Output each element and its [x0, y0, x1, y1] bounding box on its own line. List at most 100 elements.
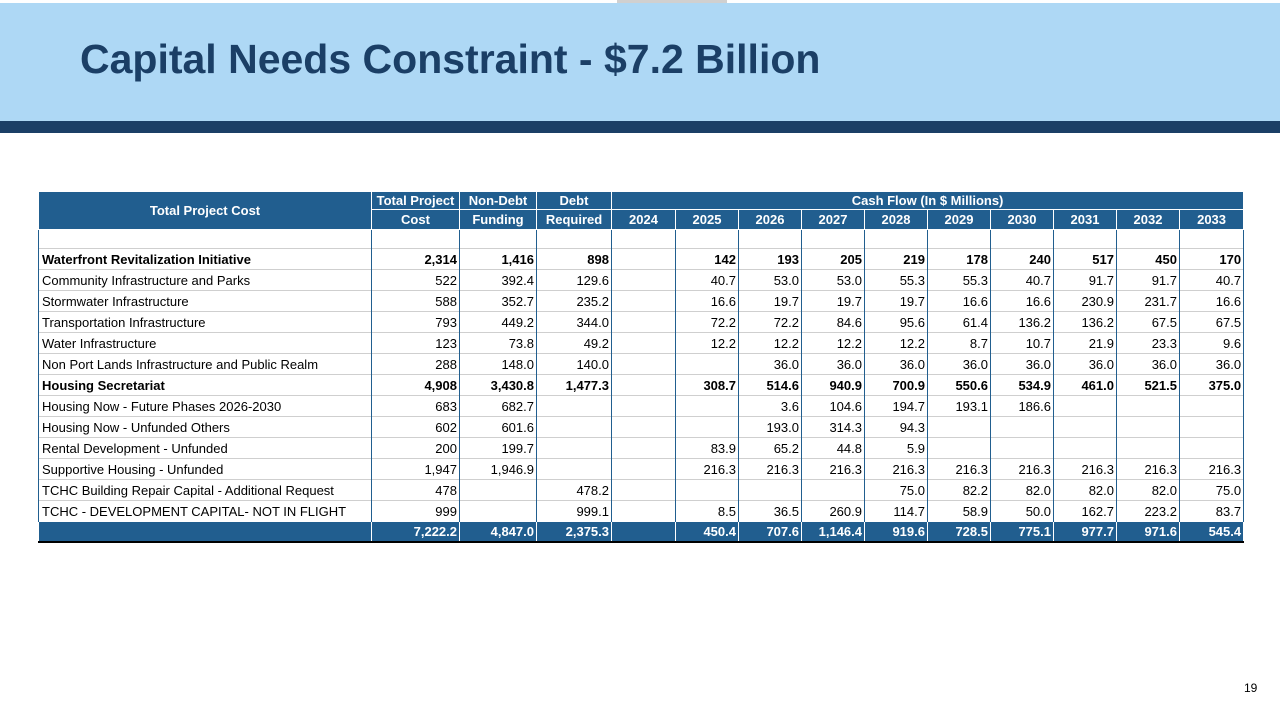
total-project-cost-cell: 588 — [371, 290, 460, 312]
cash-flow-cell-2026: 19.7 — [738, 290, 802, 312]
table-row: Rental Development - Unfunded 200 199.7 83.… — [38, 437, 1245, 459]
cash-flow-cell-2033: 36.0 — [1178, 353, 1245, 375]
debt-required-cell — [536, 437, 612, 459]
total-project-cost-cell: 683 — [371, 395, 460, 417]
top-tab-marker — [617, 0, 727, 3]
non-debt-funding-cell: 73.8 — [459, 332, 537, 354]
cash-flow-cell-2026: 53.0 — [738, 269, 802, 291]
non-debt-funding-cell: 1,416 — [459, 248, 537, 270]
table-row: Water Infrastructure 123 73.8 49.2 12.2 12.2 1… — [38, 332, 1245, 354]
cash-flow-cell-2024 — [611, 311, 676, 333]
cash-flow-cell-2028: 75.0 — [864, 479, 928, 501]
cash-flow-cell-2031 — [1053, 395, 1117, 417]
cash-flow-cell-2031: 216.3 — [1053, 458, 1117, 480]
total-project-cost-cell: 200 — [371, 437, 460, 459]
table-row: Stormwater Infrastructure 588 352.7 235.2 16… — [38, 290, 1245, 312]
project-name-cell: Non Port Lands Infrastructure and Public… — [38, 353, 372, 375]
cash-flow-cell-2029: 193.1 — [927, 395, 991, 417]
table-row: TCHC Building Repair Capital - Additiona… — [38, 479, 1245, 501]
header-year-2029: 2029 — [927, 209, 991, 230]
table-row: TCHC - DEVELOPMENT CAPITAL- NOT IN FLIGH… — [38, 500, 1245, 522]
non-debt-funding-cell: 3,430.8 — [459, 374, 537, 396]
cash-flow-cell-2032: 216.3 — [1116, 458, 1180, 480]
cash-flow-cell-2031 — [1053, 416, 1117, 438]
cash-flow-cell-2032: 67.5 — [1116, 311, 1180, 333]
header-year-2024: 2024 — [611, 209, 676, 230]
project-name-cell: Stormwater Infrastructure — [38, 290, 372, 312]
debt-required-cell: 1,477.3 — [536, 374, 612, 396]
cash-flow-cell-2024 — [611, 395, 676, 417]
slide-title: Capital Needs Constraint - $7.2 Billion — [80, 36, 821, 82]
cash-flow-cell-2024 — [611, 416, 676, 438]
cash-flow-cell-2025 — [675, 395, 739, 417]
debt-required-cell: 235.2 — [536, 290, 612, 312]
table-row: Non Port Lands Infrastructure and Public… — [38, 353, 1245, 375]
cash-flow-cell-2029: 36.0 — [927, 353, 991, 375]
cash-flow-cell-2024 — [611, 353, 676, 375]
cash-flow-cell-2029 — [927, 416, 991, 438]
table-row: Housing Secretariat 4,908 3,430.8 1,477.3 30… — [38, 374, 1245, 396]
project-name-cell: Housing Now - Unfunded Others — [38, 416, 372, 438]
non-debt-funding-cell — [459, 479, 537, 501]
project-name-cell: Transportation Infrastructure — [38, 311, 372, 333]
cash-flow-cell-2030: 534.9 — [990, 374, 1054, 396]
cash-flow-cell-2024 — [611, 269, 676, 291]
project-name-cell: Housing Now - Future Phases 2026-2030 — [38, 395, 372, 417]
cash-flow-cell-2032 — [1116, 437, 1180, 459]
header-total-cost-line1: Total Project — [371, 191, 460, 210]
cash-flow-cell-2031 — [1053, 437, 1117, 459]
cash-flow-cell-2033 — [1178, 395, 1245, 417]
header-year-2026: 2026 — [738, 209, 802, 230]
cash-flow-cell-2027: 205 — [801, 248, 865, 270]
cash-flow-cell-2031: 136.2 — [1053, 311, 1117, 333]
totals-label-cell — [38, 521, 372, 543]
cash-flow-cell-2027: 84.6 — [801, 311, 865, 333]
debt-required-cell: 898 — [536, 248, 612, 270]
cash-flow-cell-2031: 36.0 — [1053, 353, 1117, 375]
cash-flow-cell-2030: 216.3 — [990, 458, 1054, 480]
totals-cash-flow-2029: 728.5 — [927, 521, 991, 543]
cash-flow-cell-2026: 36.0 — [738, 353, 802, 375]
cash-flow-cell-2032 — [1116, 416, 1180, 438]
project-name-cell: Waterfront Revitalization Initiative — [38, 248, 372, 270]
header-year-2028: 2028 — [864, 209, 928, 230]
cash-flow-cell-2025: 216.3 — [675, 458, 739, 480]
cash-flow-cell-2027: 53.0 — [801, 269, 865, 291]
project-name-cell: Housing Secretariat — [38, 374, 372, 396]
total-project-cost-cell: 602 — [371, 416, 460, 438]
cash-flow-cell-2030 — [990, 437, 1054, 459]
header-band — [0, 3, 1280, 121]
table-row: Housing Now - Future Phases 2026-2030 683… — [38, 395, 1245, 417]
cash-flow-cell-2024 — [611, 290, 676, 312]
cash-flow-cell-2025: 12.2 — [675, 332, 739, 354]
cash-flow-cell-2026: 514.6 — [738, 374, 802, 396]
cash-flow-cell-2027: 260.9 — [801, 500, 865, 522]
cash-flow-cell-2030: 16.6 — [990, 290, 1054, 312]
totals-cash-flow-2027: 1,146.4 — [801, 521, 865, 543]
totals-total-project-cost: 7,222.2 — [371, 521, 460, 543]
total-project-cost-cell: 999 — [371, 500, 460, 522]
debt-required-cell: 478.2 — [536, 479, 612, 501]
cash-flow-cell-2026: 65.2 — [738, 437, 802, 459]
cash-flow-cell-2024 — [611, 500, 676, 522]
non-debt-funding-cell — [459, 500, 537, 522]
project-name-cell: Water Infrastructure — [38, 332, 372, 354]
total-project-cost-cell: 4,908 — [371, 374, 460, 396]
cash-flow-cell-2027 — [801, 479, 865, 501]
cash-flow-cell-2033: 40.7 — [1178, 269, 1245, 291]
totals-row: 7,222.2 4,847.0 2,375.3 450.4 707.6 1,146.4 91… — [38, 521, 1245, 543]
cash-flow-cell-2033: 9.6 — [1178, 332, 1245, 354]
table-row: Supportive Housing - Unfunded 1,947 1,946.… — [38, 458, 1245, 480]
cash-flow-cell-2028: 700.9 — [864, 374, 928, 396]
cash-flow-cell-2028: 216.3 — [864, 458, 928, 480]
cash-flow-cell-2033 — [1178, 437, 1245, 459]
non-debt-funding-cell: 148.0 — [459, 353, 537, 375]
cash-flow-cell-2025: 142 — [675, 248, 739, 270]
cash-flow-cell-2025 — [675, 479, 739, 501]
cash-flow-cell-2032: 91.7 — [1116, 269, 1180, 291]
cash-flow-cell-2029: 216.3 — [927, 458, 991, 480]
cash-flow-cell-2029: 61.4 — [927, 311, 991, 333]
cash-flow-cell-2028: 95.6 — [864, 311, 928, 333]
cash-flow-cell-2033: 67.5 — [1178, 311, 1245, 333]
cash-flow-cell-2030: 50.0 — [990, 500, 1054, 522]
